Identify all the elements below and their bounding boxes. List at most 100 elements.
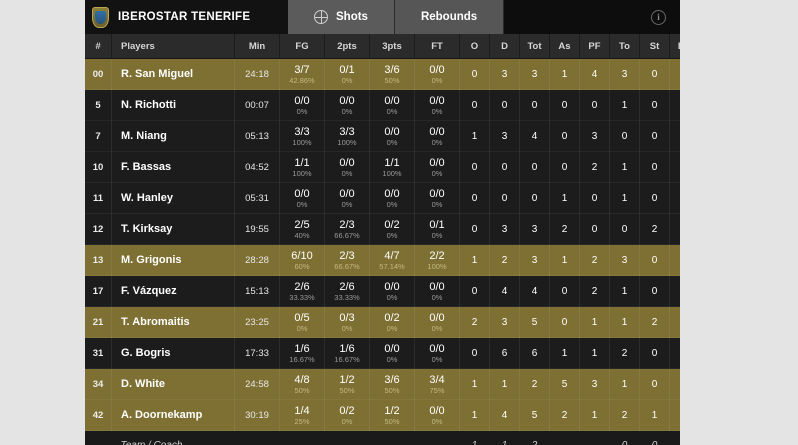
player-fg-made: 2/6	[294, 280, 310, 293]
player-ft-made: 0/0	[429, 342, 445, 355]
player-bs: 1	[669, 120, 680, 152]
col-players[interactable]: Players	[111, 34, 235, 59]
team-coach-fg	[280, 431, 325, 445]
player-name[interactable]: N. Richotti	[111, 89, 235, 121]
player-ft: 0/1 0%	[414, 213, 460, 245]
player-st: 0	[639, 244, 670, 276]
col-ft[interactable]: FT	[414, 34, 460, 59]
table-row[interactable]: 12 T. Kirksay 19:55 2/5 40% 2/3 66.67% 0/2 0% 0/1…	[85, 213, 680, 245]
table-row[interactable]: 17 F. Vázquez 15:13 2/6 33.33% 2/6 33.33% 0/0 0%…	[85, 275, 680, 307]
player-ft-pct: 0%	[431, 323, 443, 333]
player-st: 2	[639, 306, 670, 338]
player-fg-pct: 100%	[292, 137, 312, 147]
player-name[interactable]: M. Grigonis	[111, 244, 235, 276]
boxscore-panel: IBEROSTAR TENERIFE Shots Rebounds i # Pl…	[85, 0, 680, 445]
player-p2-made: 0/2	[339, 404, 355, 417]
player-fg-made: 0/0	[294, 94, 310, 107]
player-p2-pct: 0%	[341, 106, 353, 116]
player-fg-pct: 25%	[294, 416, 310, 426]
tab-shots[interactable]: Shots	[288, 0, 395, 34]
player-minutes: 15:13	[234, 275, 280, 307]
player-ft-pct: 0%	[431, 168, 443, 178]
player-p2-made: 0/0	[339, 187, 355, 200]
player-to: 3	[609, 58, 640, 90]
table-row[interactable]: 7 M. Niang 05:13 3/3 100% 3/3 100% 0/0 0% 0/0 0% 1 3…	[85, 120, 680, 152]
player-ft-made: 0/0	[429, 280, 445, 293]
table-row[interactable]: 11 W. Hanley 05:31 0/0 0% 0/0 0% 0/0 0% 0/0 0% 0 0 0 1…	[85, 182, 680, 214]
player-tot: 4	[519, 275, 550, 307]
player-p3-pct: 57.14%	[379, 261, 405, 271]
player-as: 2	[549, 213, 580, 245]
player-ft: 0/0 0%	[414, 275, 460, 307]
player-p3-made: 1/2	[384, 404, 400, 417]
player-p2-made: 0/0	[339, 94, 355, 107]
player-name[interactable]: R. San Miguel	[111, 58, 235, 90]
col-fg[interactable]: FG	[279, 34, 325, 59]
col-bs[interactable]: BS	[669, 34, 680, 59]
col-3pts[interactable]: 3pts	[369, 34, 415, 59]
player-fg-pct: 60%	[294, 261, 310, 271]
player-number: 34	[85, 368, 112, 400]
col-as[interactable]: As	[549, 34, 580, 59]
player-p3-made: 0/2	[384, 311, 400, 324]
table-row[interactable]: 34 D. White 24:58 4/8 50% 1/2 50% 3/6 50% 3/4 75% 1…	[85, 368, 680, 400]
player-name[interactable]: F. Bassas	[111, 151, 235, 183]
player-name[interactable]: W. Hanley	[111, 182, 235, 214]
player-as: 1	[549, 58, 580, 90]
table-row[interactable]: 42 A. Doornekamp 30:19 1/4 25% 0/2 0% 1/2 50% 0/0…	[85, 399, 680, 431]
table-row[interactable]: 10 F. Bassas 04:52 1/1 100% 0/0 0% 1/1 100% 0/0 0%…	[85, 151, 680, 183]
tab-rebounds[interactable]: Rebounds	[394, 0, 505, 34]
player-p2-pct: 100%	[337, 137, 357, 147]
table-row[interactable]: 21 T. Abromaitis 23:25 0/5 0% 0/3 0% 0/2 0% 0/0 0%…	[85, 306, 680, 338]
player-bs: 0	[669, 337, 680, 369]
player-name[interactable]: M. Niang	[111, 120, 235, 152]
player-name[interactable]: T. Abromaitis	[111, 306, 235, 338]
col-min[interactable]: Min	[234, 34, 280, 59]
team-coach-tot: 2	[531, 439, 538, 445]
col-st[interactable]: St	[639, 34, 670, 59]
player-pf: 1	[579, 306, 610, 338]
player-st: 0	[639, 58, 670, 90]
player-d: 1	[489, 368, 520, 400]
player-p2: 2/6 33.33%	[324, 275, 370, 307]
player-name[interactable]: T. Kirksay	[111, 213, 235, 245]
table-row[interactable]: 13 M. Grigonis 28:28 6/10 60% 2/3 66.67% 4/7 57.…	[85, 244, 680, 276]
player-name[interactable]: F. Vázquez	[111, 275, 235, 307]
player-p2-pct: 50%	[339, 385, 355, 395]
col-to[interactable]: To	[609, 34, 640, 59]
col-number[interactable]: #	[85, 34, 112, 59]
player-as: 0	[549, 151, 580, 183]
player-as: 5	[549, 368, 580, 400]
player-fg: 1/1 100%	[279, 151, 325, 183]
player-pf: 1	[579, 399, 610, 431]
player-as: 0	[549, 306, 580, 338]
player-as: 2	[549, 399, 580, 431]
player-to: 1	[609, 151, 640, 183]
table-row[interactable]: 31 G. Bogris 17:33 1/6 16.67% 1/6 16.67% 0/0 0% 0…	[85, 337, 680, 369]
player-tot: 0	[519, 182, 550, 214]
player-name[interactable]: A. Doornekamp	[111, 399, 235, 431]
player-to: 2	[609, 337, 640, 369]
col-o[interactable]: O	[459, 34, 490, 59]
player-name[interactable]: G. Bogris	[111, 337, 235, 369]
player-name[interactable]: D. White	[111, 368, 235, 400]
player-st: 0	[639, 89, 670, 121]
player-as: 0	[549, 275, 580, 307]
col-d[interactable]: D	[489, 34, 520, 59]
player-p2-pct: 0%	[341, 323, 353, 333]
table-row[interactable]: 5 N. Richotti 00:07 0/0 0% 0/0 0% 0/0 0% 0/0 0% 0 0 0…	[85, 89, 680, 121]
player-ft: 0/0 0%	[414, 306, 460, 338]
col-pf[interactable]: PF	[579, 34, 610, 59]
col-2pts[interactable]: 2pts	[324, 34, 370, 59]
player-minutes: 04:52	[234, 151, 280, 183]
player-to: 1	[609, 306, 640, 338]
info-icon[interactable]: i	[651, 9, 666, 25]
team-coach-pf	[580, 431, 610, 445]
player-number: 21	[85, 306, 112, 338]
player-d: 3	[489, 213, 520, 245]
team-tab[interactable]: IBEROSTAR TENERIFE	[85, 0, 288, 34]
table-row[interactable]: 00 R. San Miguel 24:18 3/7 42.86% 0/1 0% 3/6 50%…	[85, 58, 680, 90]
player-as: 1	[549, 337, 580, 369]
player-to: 3	[609, 244, 640, 276]
col-tot[interactable]: Tot	[519, 34, 550, 59]
